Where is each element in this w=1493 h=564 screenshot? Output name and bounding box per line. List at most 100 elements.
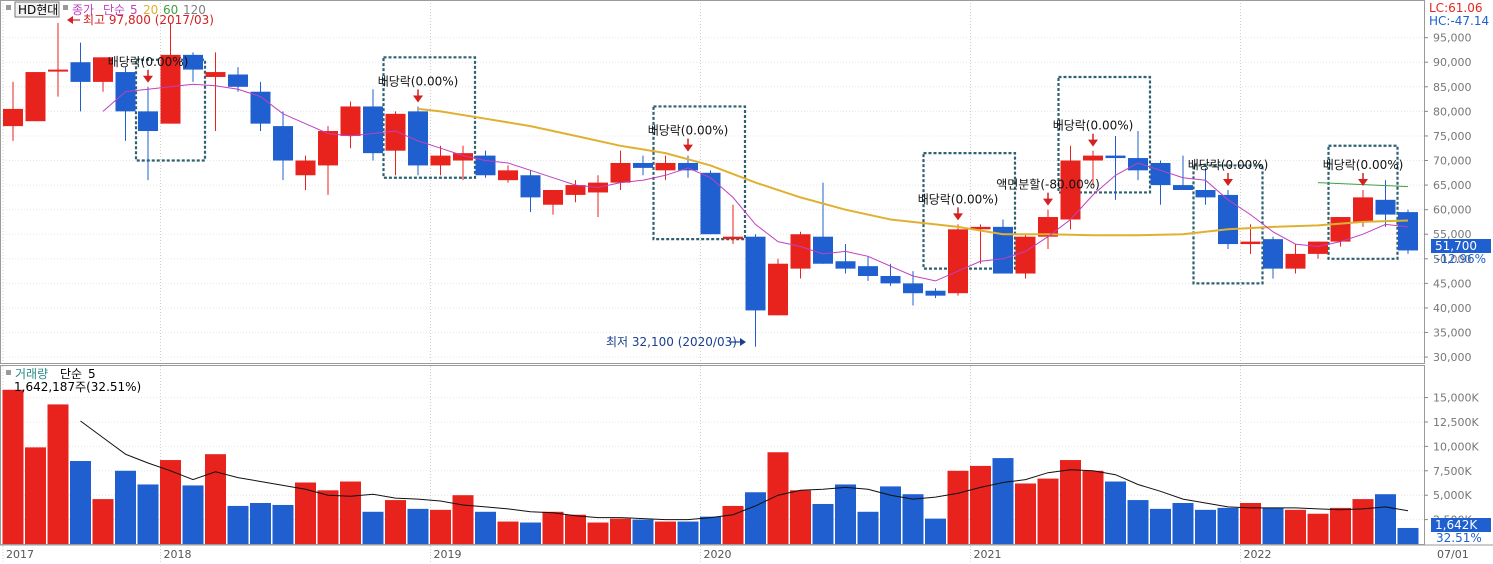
candle-body (1398, 212, 1418, 251)
volume-legend: 거래량 단순 5 1,642,187주(32.51%) (6, 367, 141, 394)
candle-body (1128, 158, 1148, 171)
candle (183, 52, 203, 82)
candle (768, 258, 788, 316)
candle-body (880, 276, 901, 284)
last-volume-tag: 1,642K 32.51% (1431, 518, 1491, 545)
candle (745, 234, 766, 347)
candle (1263, 236, 1283, 279)
ma20-period: 20 (143, 3, 158, 17)
event-arrow-icon (1088, 139, 1098, 147)
volume-bar (565, 514, 586, 544)
candle (993, 219, 1013, 274)
axis-labels: 30,000 35,000 40,000 45,000 50,000 55,000 60,0… (6, 32, 1479, 561)
price-tick-label: 55,000 (1433, 228, 1472, 241)
price-tick-label: 60,000 (1433, 204, 1472, 217)
candle-body (228, 74, 248, 87)
candle-body (925, 290, 946, 296)
ticker-button[interactable] (14, 1, 60, 18)
volume-bar (272, 504, 294, 544)
candle-body (1150, 162, 1171, 186)
candle (48, 22, 68, 97)
event-arrow-icon (683, 144, 693, 152)
candle (565, 180, 586, 203)
price-ma-label: 단순 (103, 3, 125, 17)
volume-bar (812, 503, 834, 544)
candle-body (1375, 199, 1396, 215)
volume-bar (632, 519, 654, 544)
volume-bar (452, 495, 474, 544)
price-tick-label: 35,000 (1433, 327, 1472, 340)
volume-ma5-line (80, 420, 1409, 521)
candle (1308, 241, 1328, 259)
last-price-change: -12.96% (1436, 252, 1486, 266)
x-tick-label: 2019 (434, 548, 462, 561)
candle (1083, 150, 1103, 186)
candle-body (250, 91, 271, 124)
candle (903, 271, 923, 306)
candle (1353, 190, 1373, 227)
event-label: 배당락(0.00%) (918, 192, 999, 206)
candle-body (520, 175, 541, 198)
volume-bar (587, 522, 609, 544)
candle-body (1308, 241, 1328, 254)
candle-body (408, 111, 428, 166)
event-box (652, 105, 747, 241)
price-tick-label: 70,000 (1433, 155, 1472, 168)
ticker-label[interactable]: HD현대 (18, 3, 58, 17)
volume-bar (925, 518, 946, 544)
event-arrow-icon (1043, 198, 1053, 206)
volume-bar (47, 404, 69, 544)
candle-body (340, 106, 361, 136)
volume-bar (1375, 494, 1396, 544)
candle-body (723, 236, 743, 240)
candle-body (1060, 160, 1081, 220)
volume-tick-label: 5,000K (1433, 489, 1472, 502)
x-tick-label: 07/01 (1437, 548, 1469, 561)
candle (228, 67, 248, 92)
candle-body (1195, 190, 1216, 198)
candle-body (1263, 239, 1283, 269)
candle (1015, 234, 1036, 279)
candle-body (790, 234, 811, 269)
volume-bar (385, 500, 406, 544)
volume-ma-label: 단순 (60, 367, 82, 381)
low-arrow-icon (740, 338, 746, 346)
high-arrow-icon (67, 16, 73, 24)
candle (1218, 190, 1238, 249)
volume-bar (1082, 470, 1104, 544)
x-tick-label: 2022 (1244, 548, 1272, 561)
volume-bar (700, 516, 721, 544)
volume-bar (1105, 481, 1126, 544)
price-tick-label: 50,000 (1433, 253, 1472, 266)
candle-body (25, 72, 46, 122)
candle (723, 204, 743, 245)
volume-bar (250, 503, 271, 544)
candle-body (1330, 217, 1351, 242)
candle (363, 89, 383, 161)
candle-body (543, 190, 563, 205)
candle (1398, 209, 1418, 254)
candle-body (813, 236, 833, 264)
price-panel-frame (0, 0, 1425, 364)
event-arrow-icon (413, 95, 423, 103)
x-tick-label: 2017 (6, 548, 34, 561)
volume-bar (1150, 508, 1171, 544)
candle (813, 182, 833, 264)
last-price-value: 51,700 (1435, 239, 1477, 253)
candle (633, 155, 653, 176)
volume-bar (542, 511, 564, 544)
candle (1128, 131, 1148, 181)
candle-body (318, 131, 338, 166)
candle (948, 224, 968, 296)
candle-body (430, 155, 451, 166)
volume-tick-label: 7,500K (1433, 465, 1472, 478)
axes (0, 0, 1493, 546)
volume-bar (497, 521, 519, 544)
ma20-line (417, 107, 1409, 237)
candle (1195, 167, 1216, 205)
event-marker: 배당락(0.00%) (1053, 119, 1133, 147)
volume-bar (340, 481, 361, 544)
candle (1285, 244, 1306, 274)
candle-body (1240, 241, 1261, 245)
